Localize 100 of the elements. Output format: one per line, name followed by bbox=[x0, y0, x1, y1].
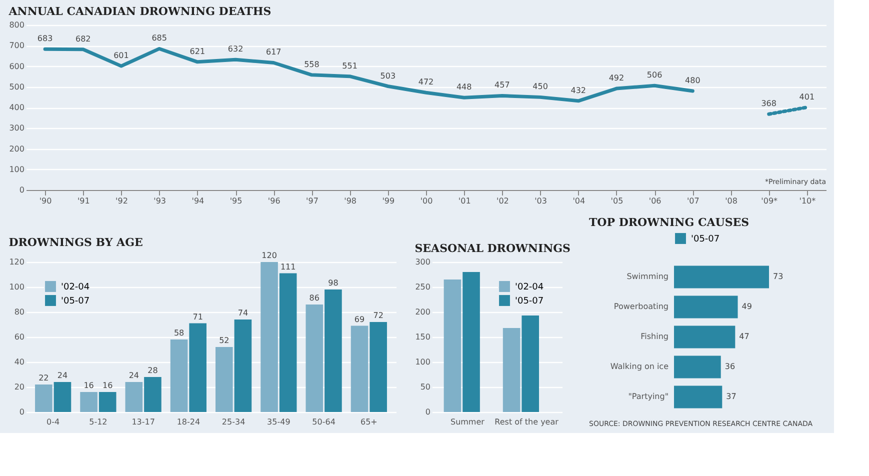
x-tick-label: '01 bbox=[458, 196, 471, 206]
y-tick-label: Fishing bbox=[640, 332, 668, 341]
bar bbox=[502, 328, 520, 412]
data-label: 22 bbox=[38, 374, 49, 382]
bar bbox=[234, 320, 252, 412]
x-tick-label: 50-64 bbox=[312, 418, 336, 426]
y-tick-label: 250 bbox=[415, 282, 430, 292]
x-tick-label: '06 bbox=[648, 196, 662, 206]
y-tick-label: 120 bbox=[9, 258, 24, 266]
y-tick-label: 600 bbox=[9, 62, 24, 71]
x-tick-label: '90 bbox=[39, 196, 52, 206]
bar bbox=[144, 377, 162, 412]
y-tick-label: 800 bbox=[9, 20, 24, 30]
y-tick-label: 0 bbox=[19, 408, 24, 416]
legend-label: '02-04 bbox=[61, 282, 90, 292]
y-tick-label: 150 bbox=[415, 332, 430, 342]
data-label: 71 bbox=[192, 312, 203, 322]
bar bbox=[35, 384, 52, 412]
data-label: 401 bbox=[799, 92, 815, 102]
y-tick-label: 700 bbox=[9, 41, 24, 50]
data-label: 503 bbox=[380, 71, 396, 80]
x-tick-label: '95 bbox=[230, 196, 242, 206]
y-tick-label: 60 bbox=[14, 332, 24, 342]
x-tick-label: '98 bbox=[344, 196, 357, 206]
x-tick-label: Summer bbox=[450, 418, 486, 426]
data-label: 58 bbox=[174, 328, 184, 338]
legend-label: '05-07 bbox=[691, 234, 720, 244]
x-tick-label: '10* bbox=[799, 196, 816, 206]
bar bbox=[170, 340, 188, 412]
data-label: 601 bbox=[114, 51, 129, 60]
x-tick-label: 18-24 bbox=[176, 418, 200, 426]
data-label: 621 bbox=[190, 46, 206, 56]
data-label: 492 bbox=[608, 74, 624, 83]
bar bbox=[125, 382, 143, 412]
data-label: 73 bbox=[773, 272, 784, 281]
legend-label: '05-07 bbox=[515, 296, 544, 306]
x-tick-label: '07 bbox=[686, 196, 700, 206]
data-label: 457 bbox=[494, 80, 510, 90]
y-tick-label: 0 bbox=[19, 186, 24, 194]
data-label: 558 bbox=[304, 60, 320, 69]
y-tick-label: 300 bbox=[415, 258, 430, 266]
bar bbox=[260, 262, 278, 412]
bar bbox=[306, 304, 324, 412]
y-tick-label: 300 bbox=[9, 124, 24, 133]
x-tick-label: '97 bbox=[306, 196, 318, 206]
y-tick-label: 0 bbox=[425, 408, 430, 416]
y-tick-label: 80 bbox=[14, 308, 24, 316]
y-tick-label: "Partying" bbox=[628, 392, 668, 401]
bar bbox=[674, 266, 769, 288]
data-label: 111 bbox=[280, 262, 296, 272]
y-tick-label: 400 bbox=[9, 103, 24, 112]
bar bbox=[462, 272, 480, 412]
x-tick-label: '99 bbox=[382, 196, 395, 206]
x-tick-label: 13-17 bbox=[132, 418, 155, 426]
x-tick-label: '91 bbox=[77, 196, 90, 206]
x-tick-label: '93 bbox=[154, 196, 166, 206]
x-tick-label: 25-34 bbox=[222, 418, 246, 426]
data-label: 52 bbox=[219, 336, 230, 345]
data-label: 16 bbox=[102, 381, 113, 390]
x-tick-label: '94 bbox=[192, 196, 204, 206]
data-label: 24 bbox=[57, 371, 68, 380]
x-tick-label: '92 bbox=[116, 196, 128, 206]
y-tick-label: 40 bbox=[14, 358, 24, 366]
x-tick-label: '05 bbox=[610, 196, 624, 206]
bar bbox=[674, 356, 721, 378]
data-label: 368 bbox=[761, 99, 776, 108]
data-label: 86 bbox=[309, 294, 320, 302]
bar bbox=[54, 382, 72, 412]
x-tick-label: '00 bbox=[420, 196, 433, 206]
x-tick-label: 65+ bbox=[360, 418, 378, 426]
data-label: 69 bbox=[354, 314, 365, 324]
y-tick-label: Powerboating bbox=[614, 302, 668, 311]
x-tick-label: '09* bbox=[761, 196, 778, 206]
data-label: 49 bbox=[742, 302, 752, 311]
chart-title: TOP DROWNING CAUSES bbox=[589, 216, 750, 229]
y-tick-label: 20 bbox=[14, 382, 24, 392]
data-label: 120 bbox=[262, 251, 277, 260]
data-label: 448 bbox=[456, 82, 472, 92]
data-label: 47 bbox=[739, 332, 750, 341]
bar bbox=[216, 347, 233, 412]
data-label: 450 bbox=[532, 82, 548, 92]
data-label: 617 bbox=[266, 48, 282, 57]
x-tick-label: 0-4 bbox=[46, 418, 60, 426]
bar bbox=[324, 290, 342, 412]
data-label: 28 bbox=[148, 366, 158, 375]
y-tick-label: 500 bbox=[9, 82, 24, 92]
data-label: 432 bbox=[570, 86, 586, 95]
x-tick-label: '04 bbox=[572, 196, 586, 206]
bar bbox=[370, 322, 387, 412]
legend-label: '02-04 bbox=[515, 282, 544, 292]
y-tick-label: 50 bbox=[420, 382, 430, 392]
chart-title: SEASONAL DROWNINGS bbox=[414, 242, 571, 255]
bar bbox=[98, 392, 116, 412]
data-label: 506 bbox=[646, 70, 662, 80]
y-tick-label: 200 bbox=[9, 144, 24, 154]
data-label: 24 bbox=[128, 371, 140, 380]
data-label: 37 bbox=[726, 392, 736, 401]
data-label: 685 bbox=[152, 34, 167, 43]
data-label: 36 bbox=[724, 362, 736, 371]
y-tick-label: 100 bbox=[9, 282, 24, 292]
